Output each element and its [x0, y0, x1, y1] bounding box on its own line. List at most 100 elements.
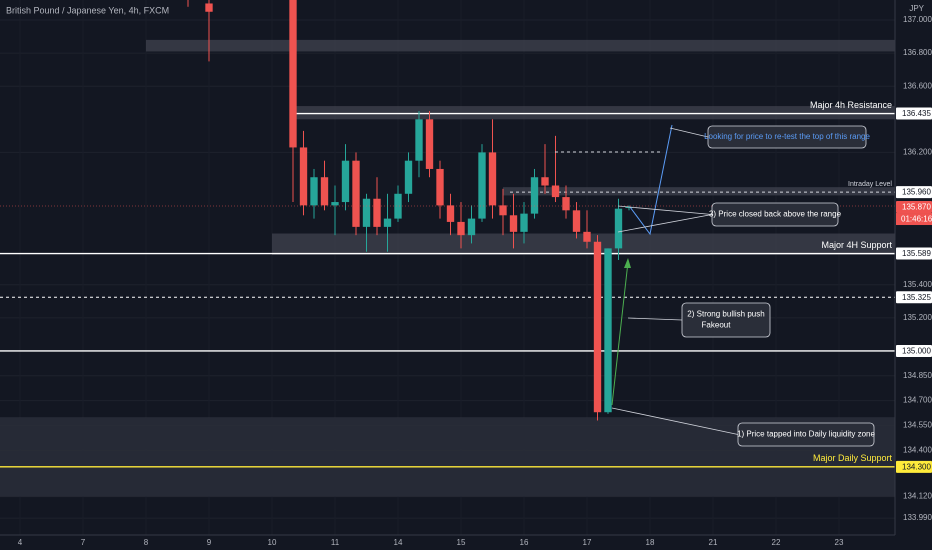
- candle-body: [310, 177, 318, 206]
- zone: [503, 187, 895, 196]
- callout-box: [711, 202, 839, 227]
- candle-body: [457, 221, 465, 236]
- x-tick-label: 15: [457, 538, 466, 547]
- y-tick-label: 134.120: [903, 492, 932, 501]
- candle-body: [320, 177, 329, 206]
- y-tick-label: 136.200: [903, 148, 932, 157]
- callout-pointer: [617, 205, 713, 215]
- callout-pointer: [611, 407, 739, 435]
- callout-text: Looking for price to re-test the top of …: [704, 132, 870, 141]
- candle-body: [373, 198, 381, 227]
- candle-body: [562, 197, 570, 211]
- price-tag-label: 135.000: [902, 347, 931, 356]
- candle-body: [467, 218, 476, 236]
- price-tag: [896, 201, 932, 214]
- zone-layer: [0, 39, 895, 497]
- countdown: 01:46:16: [901, 215, 932, 224]
- level-label: Intraday Level: [848, 181, 892, 188]
- price-tag-label: 135.325: [902, 293, 931, 302]
- callout-text: 3) Price closed back above the range: [709, 210, 842, 219]
- candle-body: [625, 207, 633, 209]
- candle-layer: [187, 0, 633, 421]
- callout-text: Fakeout: [702, 321, 732, 330]
- push-arrow: [611, 261, 629, 406]
- x-tick-label: 22: [772, 538, 781, 547]
- x-tick-label: 17: [583, 538, 592, 547]
- x-tick-label: 18: [646, 538, 655, 547]
- price-axis: [895, 0, 932, 550]
- callout-text: 1) Price tapped into Daily liquidity zon…: [737, 430, 875, 439]
- y-tick-label: 133.990: [903, 513, 932, 522]
- price-tag-label: 135.870: [902, 203, 931, 212]
- y-tick-label: 136.600: [903, 81, 932, 90]
- zone: [292, 106, 895, 120]
- candle-body: [289, 0, 297, 148]
- candle-body: [341, 160, 350, 203]
- x-tick-label: 11: [331, 538, 340, 547]
- chart-title: British Pound / Japanese Yen, 4h, FXCM: [6, 5, 169, 15]
- candle-body: [604, 248, 612, 413]
- x-tick-label: 14: [394, 538, 403, 547]
- y-tick-label: 134.850: [903, 371, 932, 380]
- candle-body: [551, 185, 560, 198]
- countdown-tag: [896, 213, 932, 226]
- callout-box: [707, 125, 867, 149]
- candle-body: [530, 177, 539, 214]
- candle-body: [404, 160, 413, 194]
- callout-box: [681, 302, 771, 338]
- x-tick-label: 21: [709, 538, 718, 547]
- candle-body: [415, 119, 423, 161]
- callout-box: [737, 422, 875, 447]
- candle-body: [478, 152, 486, 219]
- price-tag: [896, 460, 932, 473]
- drawing-layer: [0, 124, 895, 406]
- axis-layer: 137.000 136.800 136.600 136.200 135.400 135.2…: [18, 15, 932, 547]
- x-tick-label: 8: [144, 538, 149, 547]
- callout-text: 2) Strong bullish push: [687, 310, 764, 319]
- price-tag: [896, 107, 932, 120]
- candle-body: [509, 215, 518, 232]
- y-tick-label: 135.400: [903, 280, 932, 289]
- push-arrowhead: [624, 258, 631, 268]
- candle-body: [572, 210, 581, 232]
- candle-body: [446, 205, 455, 222]
- x-tick-label: 16: [520, 538, 529, 547]
- x-tick-label: 9: [207, 538, 212, 547]
- level-label: Major 4H Support: [821, 240, 892, 250]
- projection-line: [629, 124, 673, 236]
- price-tag: [896, 291, 932, 304]
- candle-body: [299, 147, 308, 206]
- price-tag-label: 134.300: [902, 462, 931, 471]
- candle-body: [352, 160, 360, 227]
- candle-body: [593, 241, 602, 413]
- candle-body: [488, 152, 497, 206]
- callout-pointer: [669, 127, 709, 138]
- price-tag-label: 136.435: [902, 109, 931, 118]
- candle-body: [583, 231, 591, 242]
- y-tick-label: 134.700: [903, 396, 932, 405]
- x-tick-label: 4: [18, 538, 23, 547]
- candle-body: [499, 205, 507, 216]
- price-tag: [896, 186, 932, 199]
- y-tick-label: 134.400: [903, 445, 932, 454]
- x-tick-label: 23: [835, 538, 844, 547]
- x-tick-label: 7: [81, 538, 86, 547]
- y-tick-label: 137.000: [903, 15, 932, 24]
- price-tag: [896, 247, 932, 260]
- callout-pointer: [627, 317, 683, 321]
- candle-body: [205, 3, 213, 12]
- y-tick-label: 135.200: [903, 313, 932, 322]
- candle-body: [425, 119, 434, 169]
- price-tag-label: 135.589: [902, 249, 931, 258]
- level-layer: Major 4h Resistance Intraday Level Major 4…: [0, 100, 895, 468]
- zone: [272, 233, 895, 256]
- candle-body: [331, 202, 339, 206]
- annotation-layer: Looking for price to re-test the top of …: [611, 125, 875, 447]
- callout-pointer: [617, 214, 713, 233]
- currency-label: JPY: [909, 4, 924, 13]
- price-tag: [896, 344, 932, 357]
- zone: [146, 39, 895, 52]
- level-label: Major Daily Support: [813, 453, 893, 463]
- candle-body: [541, 177, 549, 186]
